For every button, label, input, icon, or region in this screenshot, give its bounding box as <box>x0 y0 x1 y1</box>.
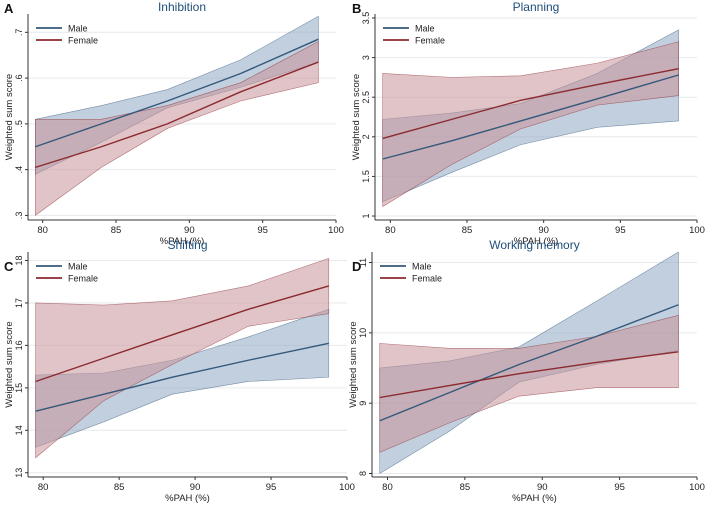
x-tick-label: 100 <box>339 482 355 493</box>
x-tick-label: 85 <box>114 482 125 493</box>
y-tick-label: 2 <box>361 134 371 139</box>
x-tick-label: 95 <box>257 225 268 236</box>
panel-b: B Planning 1 1.5 2 2.5 3 3.5 80 85 90 95 100 %PAH (%)… <box>351 0 705 247</box>
plot-area <box>382 29 679 208</box>
x-tick-label: 100 <box>689 482 705 493</box>
series-line-female <box>35 61 319 169</box>
x-tick-label: 90 <box>537 482 548 493</box>
legend-label-male: Male <box>415 24 435 34</box>
ci-band-female <box>35 40 319 217</box>
panel-c: C Shifting 13 14 15 16 17 18 80 85 90 95 100 %PAH (%)… <box>4 238 355 504</box>
legend: Male Female <box>380 262 442 284</box>
y-tick-label: 14 <box>14 425 24 435</box>
panel-label: A <box>4 1 14 16</box>
panel-label: D <box>352 259 361 274</box>
series-line-male <box>382 74 679 160</box>
y-axis-label: Weighted sum score <box>351 74 362 160</box>
x-tick-label: 80 <box>38 482 49 493</box>
y-tick-label: 16 <box>14 340 24 350</box>
panel-label: B <box>352 1 361 16</box>
x-tick-label: 95 <box>615 225 626 236</box>
y-tick-label: 1.5 <box>361 170 371 183</box>
legend-label-female: Female <box>68 36 98 46</box>
x-tick-label: 85 <box>111 225 122 236</box>
y-axis-label: Weighted sum score <box>4 321 15 407</box>
y-tick-label: 3 <box>361 55 371 60</box>
x-axis-label: %PAH (%) <box>512 493 557 504</box>
y-tick-label: 15 <box>14 383 24 393</box>
y-tick-label: 17 <box>14 298 24 308</box>
y-axis-label: Weighted sum score <box>4 74 15 160</box>
plot-area <box>379 252 679 475</box>
x-axis-label: %PAH (%) <box>514 236 559 247</box>
legend-label-male: Male <box>412 262 432 272</box>
x-tick-label: 90 <box>190 482 201 493</box>
y-tick-label: 13 <box>14 468 24 478</box>
y-tick-label: 3.5 <box>361 12 371 25</box>
legend: Male Female <box>36 24 98 46</box>
legend-label-female: Female <box>412 274 442 284</box>
series-line-female <box>379 351 679 399</box>
x-tick-label: 90 <box>184 225 195 236</box>
y-axis-label: Weighted sum score <box>348 321 359 407</box>
y-tick-label: 10 <box>358 328 368 338</box>
series-line-male <box>379 304 679 422</box>
plot-area <box>35 15 319 217</box>
x-tick-label: 90 <box>538 225 549 236</box>
x-tick-label: 100 <box>328 225 344 236</box>
x-tick-label: 80 <box>37 225 48 236</box>
panel-title: Inhibition <box>158 0 206 14</box>
panel-d: D Working memory 8 9 10 11 80 85 90 95 100 %PAH (%)… <box>348 238 705 504</box>
legend-label-male: Male <box>68 262 88 272</box>
y-tick-label: .4 <box>14 166 24 174</box>
series-line-female <box>35 285 329 383</box>
y-tick-label: .6 <box>14 74 24 82</box>
panel-title: Shifting <box>167 238 207 252</box>
x-axis-label: %PAH (%) <box>165 493 210 504</box>
panel-a: A Inhibition .3 .4 .5 .6 .7 80 85 90 95 100 %PAH (%)… <box>4 0 344 247</box>
plot-area <box>35 257 330 459</box>
y-tick-label: 18 <box>14 255 24 265</box>
x-tick-label: 100 <box>689 225 705 236</box>
legend-label-female: Female <box>68 274 98 284</box>
legend: Male Female <box>383 24 445 46</box>
x-axis-label: %PAH (%) <box>160 236 205 247</box>
x-tick-label: 85 <box>460 482 471 493</box>
x-tick-label: 80 <box>382 482 393 493</box>
x-tick-label: 95 <box>266 482 277 493</box>
y-tick-label: 8 <box>358 471 368 476</box>
y-tick-label: 1 <box>361 214 371 219</box>
y-tick-label: 11 <box>358 258 368 267</box>
ci-band-female <box>379 314 679 453</box>
ci-band-female <box>35 257 330 459</box>
x-tick-label: 85 <box>462 225 473 236</box>
series-line-female <box>382 67 679 140</box>
legend: Male Female <box>36 262 98 284</box>
panel-title: Working memory <box>489 238 579 252</box>
y-tick-label: .3 <box>14 212 24 220</box>
panel-title: Planning <box>513 0 560 14</box>
panel-label: C <box>4 259 14 274</box>
x-tick-label: 80 <box>385 225 396 236</box>
legend-label-male: Male <box>68 24 88 34</box>
y-tick-label: .7 <box>14 29 24 37</box>
x-tick-label: 95 <box>614 482 625 493</box>
y-tick-label: 9 <box>358 401 368 406</box>
y-tick-label: .5 <box>14 120 24 128</box>
series-line-male <box>35 38 319 148</box>
legend-label-female: Female <box>415 36 445 46</box>
series-line-male <box>35 342 329 412</box>
y-tick-label: 2.5 <box>361 91 371 104</box>
